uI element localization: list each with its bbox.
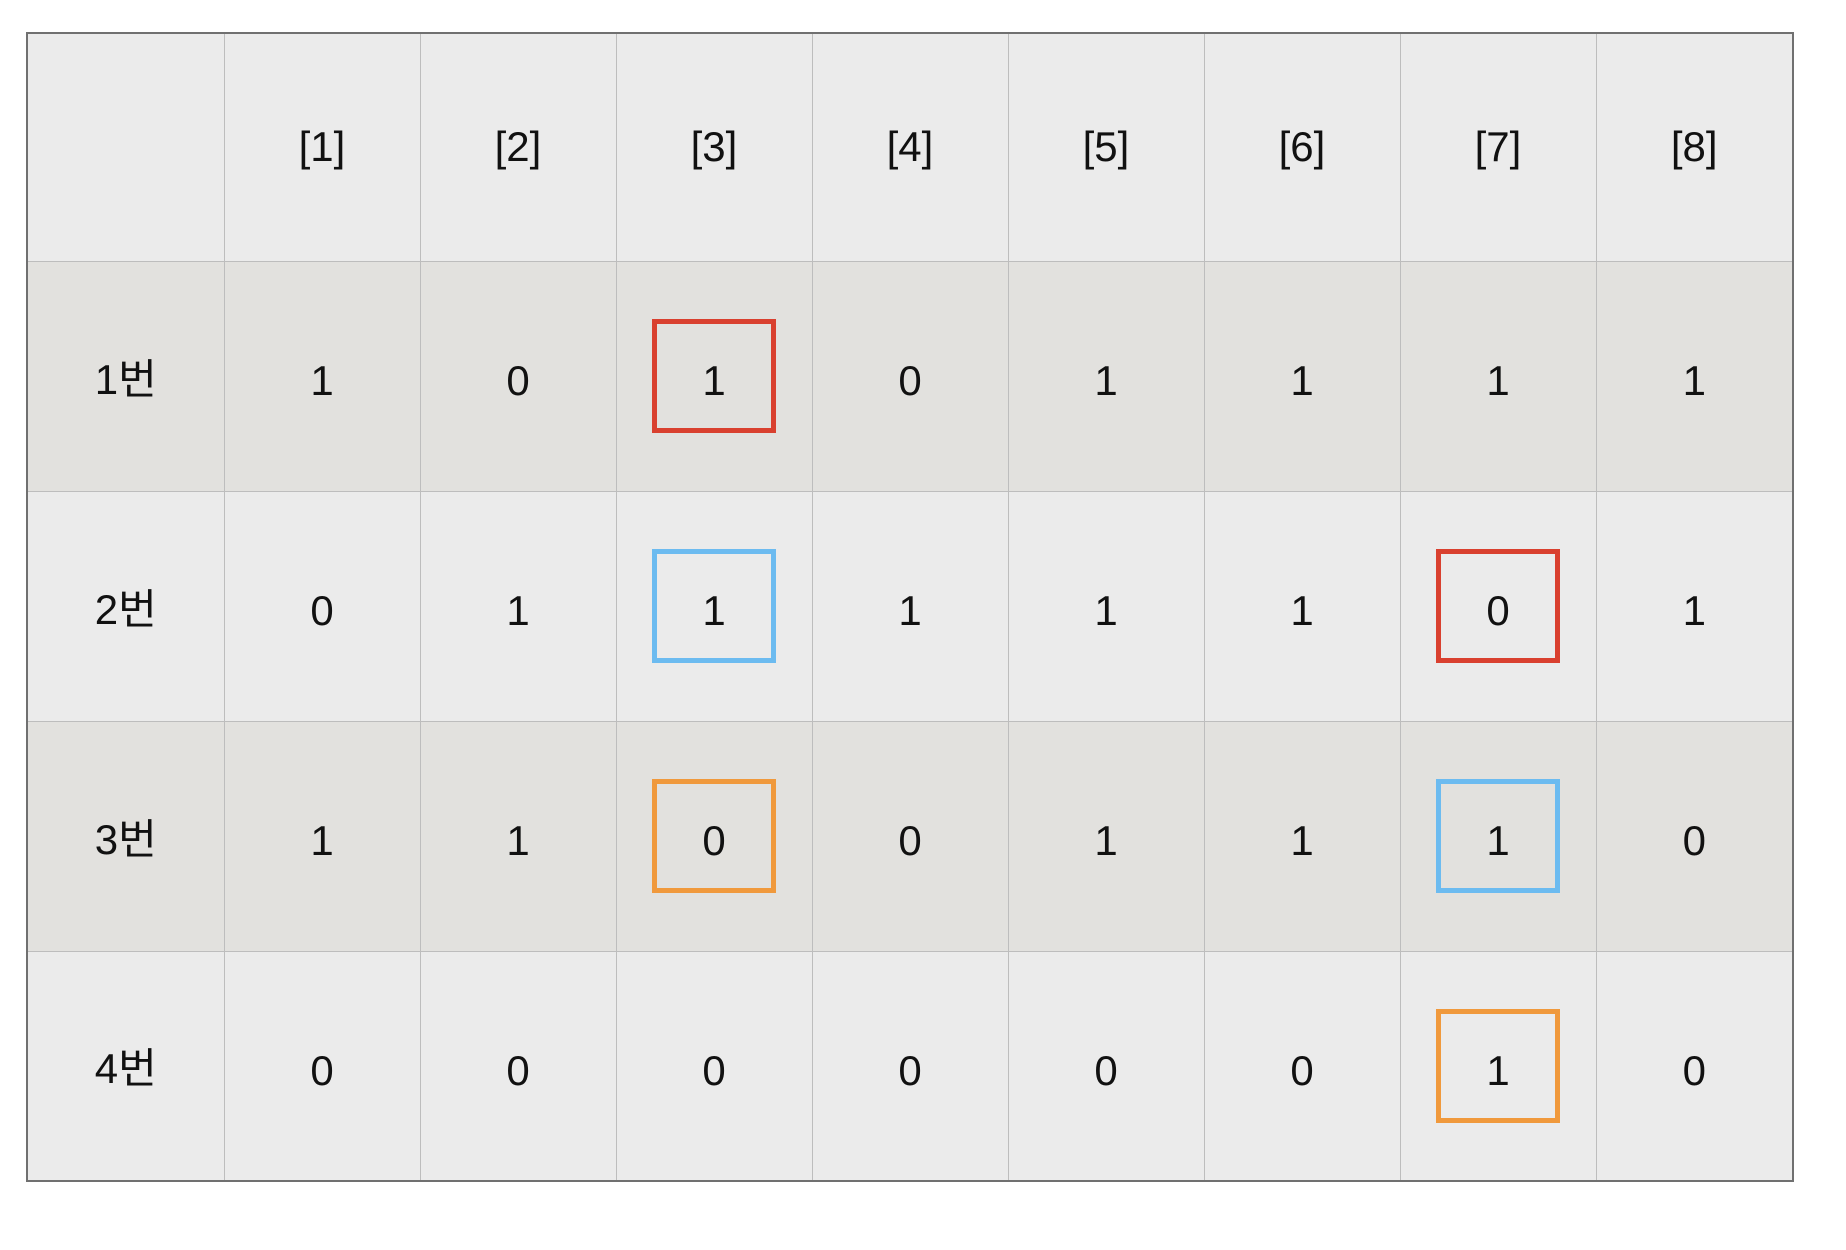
cell-value: 1 [1290, 357, 1314, 404]
table-cell: 1 [1203, 260, 1401, 492]
table-row: 3번 1 1 0 0 1 1 1 0 [26, 720, 1794, 952]
row-label: 4번 [26, 950, 225, 1182]
table-cell: 1 [811, 490, 1009, 722]
row-label: 2번 [26, 490, 225, 722]
table-cell: 1 [223, 260, 421, 492]
table-cell: 0 [615, 720, 813, 952]
cell-value: 0 [702, 1046, 726, 1094]
table-cell: 0 [223, 950, 421, 1182]
table-cell: 1 [223, 720, 421, 952]
table-cell: 0 [419, 950, 617, 1182]
table-cell: 0 [419, 260, 617, 492]
table-cell: 1 [419, 490, 617, 722]
cell-value: 0 [1682, 1046, 1706, 1094]
cell-value: 1 [310, 357, 334, 404]
table-cell: 0 [615, 950, 813, 1182]
cell-value: 1 [1290, 587, 1314, 634]
column-header: [3] [615, 32, 813, 262]
table-cell: 1 [1399, 260, 1597, 492]
table-row: 2번 0 1 1 1 1 1 0 1 [26, 490, 1794, 722]
table-row: 1번 1 0 1 0 1 1 1 1 [26, 260, 1794, 492]
table-cell: 0 [811, 720, 1009, 952]
column-header: [5] [1007, 32, 1205, 262]
table-cell: 1 [1007, 490, 1205, 722]
cell-value: 1 [506, 817, 530, 864]
table-row: 4번 0 0 0 0 0 0 1 0 [26, 950, 1794, 1182]
column-header: [4] [811, 32, 1009, 262]
highlighted-cell-value: 1 [652, 319, 776, 433]
cell-value: 1 [506, 587, 530, 634]
column-header: [6] [1203, 32, 1401, 262]
table-cell: 1 [615, 490, 813, 722]
highlighted-cell-value: 1 [652, 549, 776, 663]
cell-value: 1 [1486, 357, 1510, 404]
table-cell: 1 [1007, 720, 1205, 952]
data-table: [1] [2] [3] [4] [5] [6] [7] [8] 1번 1 0 1… [26, 32, 1794, 1182]
cell-value: 0 [506, 357, 530, 404]
cell-value: 0 [310, 587, 334, 634]
cell-value: 0 [898, 817, 922, 864]
table-cell: 0 [811, 950, 1009, 1182]
cell-value: 0 [898, 357, 922, 404]
column-header: [1] [223, 32, 421, 262]
table-cell: 1 [1595, 490, 1794, 722]
table-cell: 0 [811, 260, 1009, 492]
cell-value: 1 [1682, 587, 1706, 634]
table-cell: 0 [1007, 950, 1205, 1182]
cell-value: 1 [310, 817, 334, 864]
cell-value: 1 [898, 587, 922, 634]
cell-value: 1 [1290, 817, 1314, 864]
cell-value: 1 [1094, 587, 1118, 634]
highlighted-cell-value: 0 [1436, 549, 1560, 663]
table-cell: 1 [1203, 720, 1401, 952]
highlighted-cell-value: 1 [1436, 779, 1560, 893]
column-header: [2] [419, 32, 617, 262]
highlighted-cell-value: 0 [652, 779, 776, 893]
table-cell: 0 [223, 490, 421, 722]
cell-value: 1 [1094, 817, 1118, 864]
header-row: [1] [2] [3] [4] [5] [6] [7] [8] [26, 32, 1794, 262]
column-header: [8] [1595, 32, 1794, 262]
table-cell: 0 [1595, 950, 1794, 1182]
cell-value: 0 [1682, 817, 1706, 864]
table-cell: 1 [1399, 720, 1597, 952]
cell-value: 0 [898, 1046, 922, 1094]
cell-value: 0 [310, 1046, 334, 1094]
table-cell: 0 [1595, 720, 1794, 952]
cell-value: 1 [1682, 357, 1706, 404]
table-cell: 1 [1007, 260, 1205, 492]
highlighted-cell-value: 1 [1436, 1008, 1560, 1123]
table-cell: 1 [1595, 260, 1794, 492]
cell-value: 0 [506, 1046, 530, 1094]
row-label: 1번 [26, 260, 225, 492]
table-cell: 1 [1399, 950, 1597, 1182]
table-cell: 1 [419, 720, 617, 952]
cell-value: 1 [1094, 357, 1118, 404]
column-header: [7] [1399, 32, 1597, 262]
table-cell: 0 [1203, 950, 1401, 1182]
table-cell: 1 [1203, 490, 1401, 722]
table-cell: 1 [615, 260, 813, 492]
row-label: 3번 [26, 720, 225, 952]
cell-value: 0 [1094, 1046, 1118, 1094]
table-cell: 0 [1399, 490, 1597, 722]
cell-value: 0 [1290, 1046, 1314, 1094]
corner-cell [26, 32, 225, 262]
